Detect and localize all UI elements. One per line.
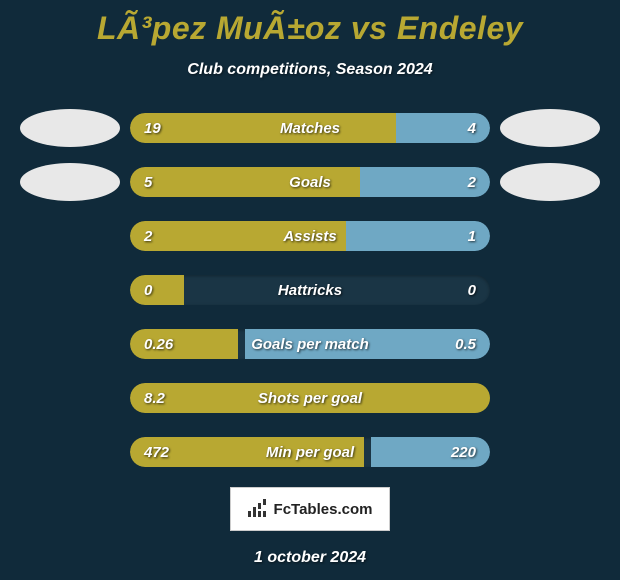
stat-bar: 8.2 Shots per goal [130,383,490,413]
stat-label: Assists [283,228,336,245]
avatar-left [20,163,120,201]
stat-label: Hattricks [278,282,342,299]
stat-row: 0 Hattricks 0 [0,271,620,309]
stat-value-left: 5 [144,174,152,191]
footer-date: 1 october 2024 [0,549,620,567]
stat-bar: 5 Goals 2 [130,167,490,197]
stat-row: 19 Matches 4 [0,109,620,147]
stat-value-left: 8.2 [144,390,165,407]
stat-label: Min per goal [266,444,354,461]
stat-row: 2 Assists 1 [0,217,620,255]
stat-value-left: 19 [144,120,161,137]
stat-value-right: 4 [468,120,476,137]
stat-label: Goals [289,174,331,191]
chart-icon [248,501,268,517]
stats-container: 19 Matches 4 5 Goals 2 2 Assists 1 0 Hattricks 0 0.2… [0,109,620,471]
stat-value-right: 0.5 [455,336,476,353]
stat-bar: 0 Hattricks 0 [130,275,490,305]
stat-label: Matches [280,120,340,137]
stat-row: 8.2 Shots per goal [0,379,620,417]
stat-value-right: 220 [451,444,476,461]
stat-value-left: 0 [144,282,152,299]
stat-value-right: 1 [468,228,476,245]
stat-bar: 0.26 Goals per match 0.5 [130,329,490,359]
stat-value-right: 0 [468,282,476,299]
page-title: LÃ³pez MuÃ±oz vs Endeley [0,0,620,47]
avatar-right [500,163,600,201]
page-subtitle: Club competitions, Season 2024 [0,61,620,79]
brand-logo: FcTables.com [230,487,390,531]
brand-text: FcTables.com [274,501,373,518]
avatar-left [20,109,120,147]
stat-label: Goals per match [251,336,369,353]
stat-row: 5 Goals 2 [0,163,620,201]
stat-bar: 2 Assists 1 [130,221,490,251]
stat-value-right: 2 [468,174,476,191]
stat-label: Shots per goal [258,390,362,407]
bar-left-fill [130,275,184,305]
stat-row: 472 Min per goal 220 [0,433,620,471]
bar-left-fill [130,113,396,143]
stat-value-left: 2 [144,228,152,245]
avatar-right [500,109,600,147]
stat-value-left: 0.26 [144,336,173,353]
stat-row: 0.26 Goals per match 0.5 [0,325,620,363]
stat-bar: 19 Matches 4 [130,113,490,143]
stat-value-left: 472 [144,444,169,461]
stat-bar: 472 Min per goal 220 [130,437,490,467]
